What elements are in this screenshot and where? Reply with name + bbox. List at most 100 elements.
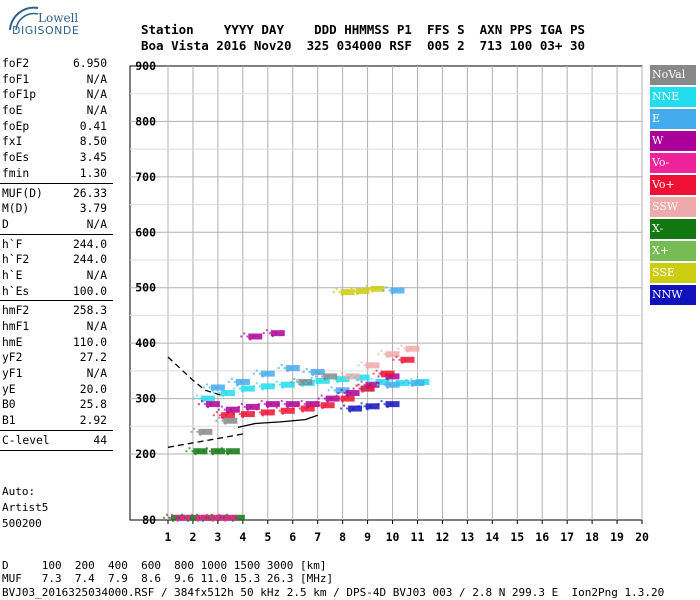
data-point-speck [235,410,238,413]
legend-item: NNE [650,87,696,107]
data-point-speck [192,397,195,400]
data-point-speck [389,353,392,356]
data-point-speck [258,372,261,375]
data-point-speck [315,375,318,378]
data-point-speck [358,387,361,390]
data-point-speck [286,370,289,373]
data-point-speck [357,405,360,408]
data-point-speck [307,379,310,382]
data-point [230,514,245,521]
data-point-speck [386,378,389,381]
data-point-speck [232,413,235,416]
data-point [375,378,390,385]
param-value: N/A [86,217,107,231]
param-separator [0,233,113,235]
data-point-speck [368,287,371,290]
param-separator [0,300,113,302]
data-point-speck [204,516,207,519]
data-point-speck [277,403,280,406]
param-separator [0,182,113,184]
data-point-speck [352,387,355,390]
data-point-speck [333,378,336,381]
data-point [410,380,425,387]
x-tick-label: 10 [386,530,400,544]
data-point [225,406,240,413]
data-point-speck [211,453,214,456]
data-point-speck [340,407,343,410]
data-point-speck [310,376,313,379]
data-point-speck [341,294,344,297]
param-value: N/A [86,320,107,333]
y-tick-label: 600 [135,225,156,239]
data-point [323,373,338,380]
data-point-speck [191,450,194,453]
data-point-speck [258,411,261,414]
data-point-speck [391,292,394,295]
data-point-speck [366,367,369,370]
data-point-speck [333,389,336,392]
data-point-speck [226,453,229,456]
data-point-speck [295,379,298,382]
data-point-speck [414,382,417,385]
data-point-speck [340,389,343,392]
x-tick-label: 7 [314,530,321,544]
data-point-speck [271,335,274,338]
data-point-speck [293,377,296,380]
data-point-speck [335,394,338,397]
data-point-speck [233,380,236,383]
data-point-speck [298,407,301,410]
data-point-speck [389,383,392,386]
data-point [315,377,330,384]
data-point-speck [292,382,295,385]
data-point-speck [369,364,372,367]
data-point [365,362,380,369]
data-point-speck [195,513,198,516]
data-point [245,403,260,410]
data-point-speck [312,404,315,407]
x-tick-label: 15 [510,530,524,544]
data-point-speck [255,369,258,372]
data-point-speck [289,367,292,370]
data-point [260,383,275,390]
param-name: foF1 [2,72,30,86]
data-point-speck [361,390,364,393]
y-tick-label: 500 [135,281,156,295]
data-point-speck [281,386,284,389]
data-point-speck [363,405,366,408]
footer-muf-row: MUF 7.3 7.4 7.9 8.6 9.6 11.0 15.3 26.3 [… [2,572,334,585]
data-point-speck [309,403,312,406]
data-point [385,401,400,408]
logo-line1: Lowell [38,11,79,25]
data-point-speck [257,403,260,406]
param-name: hmF1 [2,320,30,333]
legend-item: SSE [650,263,696,283]
data-point-speck [353,376,356,379]
data-point-speck [326,400,329,403]
data-point-speck [201,400,204,403]
data-point-speck [227,380,230,383]
data-point-speck [220,447,223,450]
data-point-speck [264,411,267,414]
data-point-speck [195,394,198,397]
data-point-speck [202,430,205,433]
x-tick-label: 1 [165,530,172,544]
data-point-speck [226,411,229,414]
param-name: yE [2,382,16,396]
data-point-speck [234,516,237,519]
data-point-speck [227,419,230,422]
y-tick-label: 700 [135,170,156,184]
data-point-speck [311,373,314,376]
scaled-parameters-panel: foF2 6.950 foF1 N/A foF1p N/A foE N/A foEp 0.41 fx… [0,56,113,453]
param-name: yF1 [2,367,23,381]
data-point-speck [320,394,323,397]
data-point-speck [314,370,317,373]
data-point [298,378,313,385]
y-tick-label: 800 [135,114,156,128]
data-point-speck [343,392,346,395]
param-name: h`E [2,268,23,282]
y-tick-label: 200 [135,447,156,461]
data-point-speck [405,379,408,382]
data-point-speck [261,375,264,378]
param-row: h`Es 100.0 [0,284,113,300]
data-point-speck [378,372,381,375]
